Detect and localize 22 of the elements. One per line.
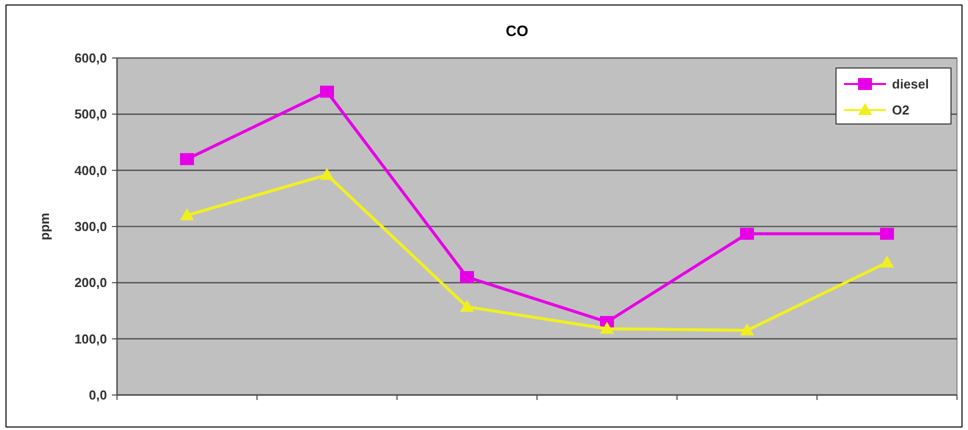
point xyxy=(880,228,894,240)
y-axis-title: ppm xyxy=(37,212,52,240)
y-tick-label: 0,0 xyxy=(88,388,107,403)
point xyxy=(740,228,754,240)
point xyxy=(740,323,754,336)
point xyxy=(460,300,474,312)
point xyxy=(180,153,194,166)
legend-label: diesel xyxy=(892,76,929,92)
point xyxy=(880,255,894,268)
y-tick-label: 500,0 xyxy=(74,106,107,122)
point xyxy=(320,168,334,180)
y-tick-label: 300,0 xyxy=(74,219,107,234)
legend-label: O2 xyxy=(892,102,910,118)
point xyxy=(180,208,194,220)
point xyxy=(320,86,334,98)
y-tick-label: 200,0 xyxy=(74,275,107,290)
point xyxy=(460,271,474,284)
point xyxy=(600,322,614,334)
y-tick-label: 100,0 xyxy=(74,331,107,346)
y-tick-label: 600,0 xyxy=(74,50,107,66)
chart-title: CO xyxy=(506,23,529,40)
y-tick-label: 400,0 xyxy=(74,162,107,178)
